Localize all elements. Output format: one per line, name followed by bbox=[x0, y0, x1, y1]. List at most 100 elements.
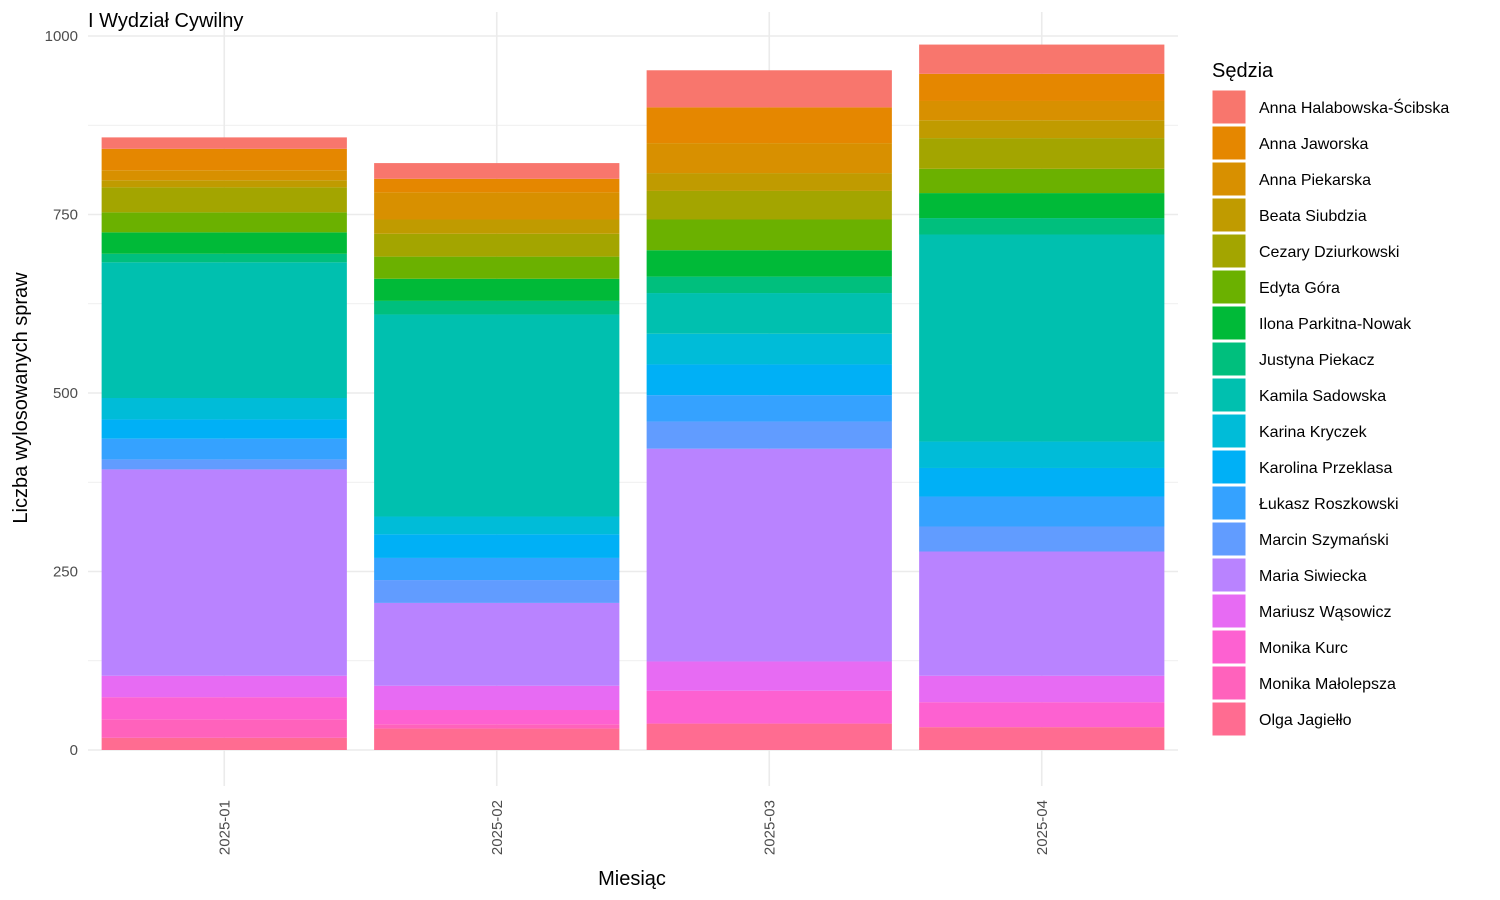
legend-label: Edyta Góra bbox=[1259, 280, 1340, 297]
bar-segment bbox=[919, 44, 1165, 74]
bar-segment bbox=[101, 397, 347, 420]
legend-label: Monika Małolepsza bbox=[1259, 676, 1396, 693]
x-tick-label: 2025-01 bbox=[216, 800, 233, 855]
bar-segment bbox=[374, 534, 620, 558]
legend-label: Monika Kurc bbox=[1259, 640, 1348, 657]
legend-key bbox=[1211, 233, 1247, 269]
y-tick-label: 500 bbox=[53, 385, 78, 402]
legend-label: Kamila Sadowska bbox=[1259, 388, 1386, 405]
bar-segment bbox=[919, 120, 1165, 139]
bar-segment bbox=[374, 278, 620, 301]
bar-segment bbox=[374, 163, 620, 179]
bar-segment bbox=[374, 516, 620, 535]
bar-segment bbox=[101, 253, 347, 263]
bar-segment bbox=[101, 137, 347, 149]
bar-segment bbox=[919, 73, 1165, 101]
legend-key bbox=[1211, 485, 1247, 521]
bar-segment bbox=[919, 168, 1165, 194]
legend-label: Anna Piekarska bbox=[1259, 172, 1371, 189]
x-axis-title: Miesiąc bbox=[598, 868, 666, 890]
legend-label: Marcin Szymański bbox=[1259, 532, 1389, 549]
bar-segment bbox=[374, 300, 620, 315]
bar-segment bbox=[646, 364, 892, 396]
bar-segment bbox=[919, 193, 1165, 219]
bar-segment bbox=[646, 395, 892, 422]
bar-segment bbox=[101, 419, 347, 439]
legend-label: Maria Siwiecka bbox=[1259, 568, 1367, 585]
bar-segment bbox=[646, 723, 892, 750]
bar-segment bbox=[646, 276, 892, 294]
y-tick-label: 250 bbox=[53, 564, 78, 581]
bar-segment bbox=[374, 178, 620, 193]
bar-segment bbox=[646, 143, 892, 174]
bar-segment bbox=[101, 212, 347, 233]
legend-key bbox=[1211, 593, 1247, 629]
bar-segment bbox=[101, 148, 347, 171]
bar-segment bbox=[101, 180, 347, 188]
bar-segment bbox=[646, 421, 892, 449]
legend-label: Karolina Przeklasa bbox=[1259, 460, 1393, 477]
legend-title: Sędzia bbox=[1212, 60, 1274, 82]
bar-segment bbox=[919, 551, 1165, 676]
bar-segment bbox=[919, 100, 1165, 121]
y-tick-label: 750 bbox=[53, 207, 78, 224]
x-tick-label: 2025-04 bbox=[1034, 800, 1051, 855]
bar-segment bbox=[646, 107, 892, 144]
legend-key bbox=[1211, 305, 1247, 341]
bar-segment bbox=[101, 697, 347, 720]
bar-segment bbox=[646, 293, 892, 334]
x-tick-label: 2025-03 bbox=[761, 800, 778, 855]
bar-segment bbox=[374, 728, 620, 750]
legend-key bbox=[1211, 197, 1247, 233]
bar-segment bbox=[646, 448, 892, 662]
legend-label: Anna Halabowska-Ścibska bbox=[1259, 98, 1449, 117]
bar-segment bbox=[101, 459, 347, 470]
legend-label: Ilona Parkitna-Nowak bbox=[1259, 316, 1412, 333]
bar-segment bbox=[374, 314, 620, 517]
bar-segment bbox=[919, 496, 1165, 527]
y-tick-label: 1000 bbox=[45, 28, 78, 45]
bar-segment bbox=[646, 173, 892, 191]
bar-segment bbox=[646, 70, 892, 108]
legend-label: Łukasz Roszkowski bbox=[1259, 496, 1399, 513]
legend-key bbox=[1211, 557, 1247, 593]
bar-segment bbox=[374, 710, 620, 725]
bar-segment bbox=[374, 192, 620, 220]
legend-label: Cezary Dziurkowski bbox=[1259, 244, 1399, 261]
bar-segment bbox=[101, 719, 347, 738]
chart-title: I Wydział Cywilny bbox=[88, 10, 243, 32]
bar-segment bbox=[101, 469, 347, 676]
x-tick-label: 2025-02 bbox=[489, 800, 506, 855]
bar-segment bbox=[646, 250, 892, 277]
legend-key bbox=[1211, 377, 1247, 413]
legend-key bbox=[1211, 161, 1247, 197]
bar-segment bbox=[919, 467, 1165, 497]
bar-segment bbox=[374, 256, 620, 279]
legend-label: Karina Kryczek bbox=[1259, 424, 1368, 441]
bar-segment bbox=[374, 233, 620, 257]
legend-label: Beata Siubdzia bbox=[1259, 208, 1367, 225]
bar-segment bbox=[919, 441, 1165, 468]
bar-segment bbox=[374, 685, 620, 711]
bar-segment bbox=[646, 661, 892, 691]
x-axis-ticks: 2025-01 2025-02 2025-03 2025-04 bbox=[216, 800, 1051, 855]
bar-segment bbox=[101, 737, 347, 750]
y-axis-title: Liczba wylosowanych spraw bbox=[10, 272, 32, 524]
legend-key bbox=[1211, 521, 1247, 557]
bar-segment bbox=[646, 690, 892, 724]
bar-segment bbox=[919, 702, 1165, 728]
legend-key bbox=[1211, 449, 1247, 485]
y-axis-ticks: 0 250 500 750 1000 bbox=[45, 28, 78, 759]
legend-key bbox=[1211, 89, 1247, 125]
bar-segment bbox=[374, 219, 620, 234]
bar-segment bbox=[646, 219, 892, 251]
bar-segment bbox=[101, 675, 347, 698]
bar-segment bbox=[101, 170, 347, 181]
legend-key bbox=[1211, 701, 1247, 737]
bar-segment bbox=[646, 190, 892, 220]
legend-label: Mariusz Wąsowicz bbox=[1259, 604, 1391, 621]
bar-segment bbox=[919, 138, 1165, 169]
y-tick-label: 0 bbox=[70, 742, 78, 759]
bar-segment bbox=[919, 675, 1165, 703]
